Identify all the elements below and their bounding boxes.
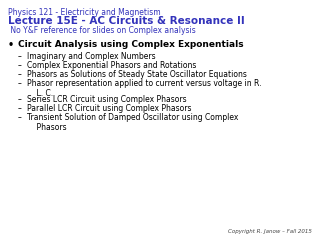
Text: Circuit Analysis using Complex Exponentials: Circuit Analysis using Complex Exponenti… — [18, 40, 244, 49]
Text: –: – — [18, 79, 22, 88]
Text: –: – — [18, 113, 22, 122]
Text: Copyright R. Janow – Fall 2015: Copyright R. Janow – Fall 2015 — [228, 229, 312, 234]
Text: Lecture 15E - AC Circuits & Resonance II: Lecture 15E - AC Circuits & Resonance II — [8, 16, 245, 26]
Text: –: – — [18, 104, 22, 113]
Text: Transient Solution of Damped Oscillator using Complex
    Phasors: Transient Solution of Damped Oscillator … — [27, 113, 238, 132]
Text: Parallel LCR Circuit using Complex Phasors: Parallel LCR Circuit using Complex Phaso… — [27, 104, 191, 113]
Text: Phasors as Solutions of Steady State Oscillator Equations: Phasors as Solutions of Steady State Osc… — [27, 70, 247, 79]
Text: Imaginary and Complex Numbers: Imaginary and Complex Numbers — [27, 52, 156, 61]
Text: Phasor representation applied to current versus voltage in R.
    L. C.: Phasor representation applied to current… — [27, 79, 261, 98]
Text: •: • — [8, 40, 14, 50]
Text: –: – — [18, 52, 22, 61]
Text: Series LCR Circuit using Complex Phasors: Series LCR Circuit using Complex Phasors — [27, 95, 187, 104]
Text: Complex Exponential Phasors and Rotations: Complex Exponential Phasors and Rotation… — [27, 61, 196, 70]
Text: Physics 121 - Electricity and Magnetism: Physics 121 - Electricity and Magnetism — [8, 8, 161, 17]
Text: –: – — [18, 61, 22, 70]
Text: No Y&F reference for slides on Complex analysis: No Y&F reference for slides on Complex a… — [8, 26, 196, 35]
Text: –: – — [18, 70, 22, 79]
Text: –: – — [18, 95, 22, 104]
